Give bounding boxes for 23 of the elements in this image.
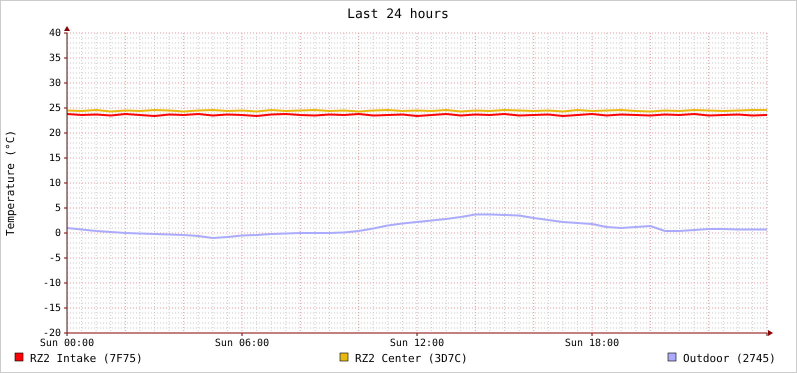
y-tick-label: 35 (48, 53, 61, 64)
y-tick-label: 20 (48, 128, 61, 140)
legend-label: RZ2 Intake (7F75) (30, 352, 143, 365)
legend-label: RZ2 Center (3D7C) (355, 352, 468, 365)
y-tick-label: 10 (48, 178, 61, 190)
chart-title: Last 24 hours (347, 7, 449, 22)
y-tick-label: 15 (48, 153, 61, 164)
y-tick-label: 5 (54, 203, 61, 214)
x-tick-label: Sun 18:00 (564, 338, 620, 350)
x-tick-label: Sun 06:00 (214, 338, 270, 350)
y-tick-label: 25 (48, 103, 61, 114)
y-tick-label: -5 (48, 253, 61, 264)
y-tick-label: -20 (42, 328, 61, 340)
x-tick-label: Sun 12:00 (390, 338, 444, 350)
legend-label: Outdoor (2745) (683, 352, 776, 365)
y-axis-title: Temperature (°C) (4, 130, 17, 236)
y-tick-label: 0 (54, 228, 61, 240)
y-tick-label: 40 (48, 28, 61, 40)
y-tick-label: -10 (42, 278, 61, 290)
x-tick-label: Sun 00:00 (40, 338, 94, 350)
y-tick-label: -15 (42, 303, 61, 314)
line-series (66, 214, 768, 239)
y-tick-label: 30 (48, 78, 61, 90)
